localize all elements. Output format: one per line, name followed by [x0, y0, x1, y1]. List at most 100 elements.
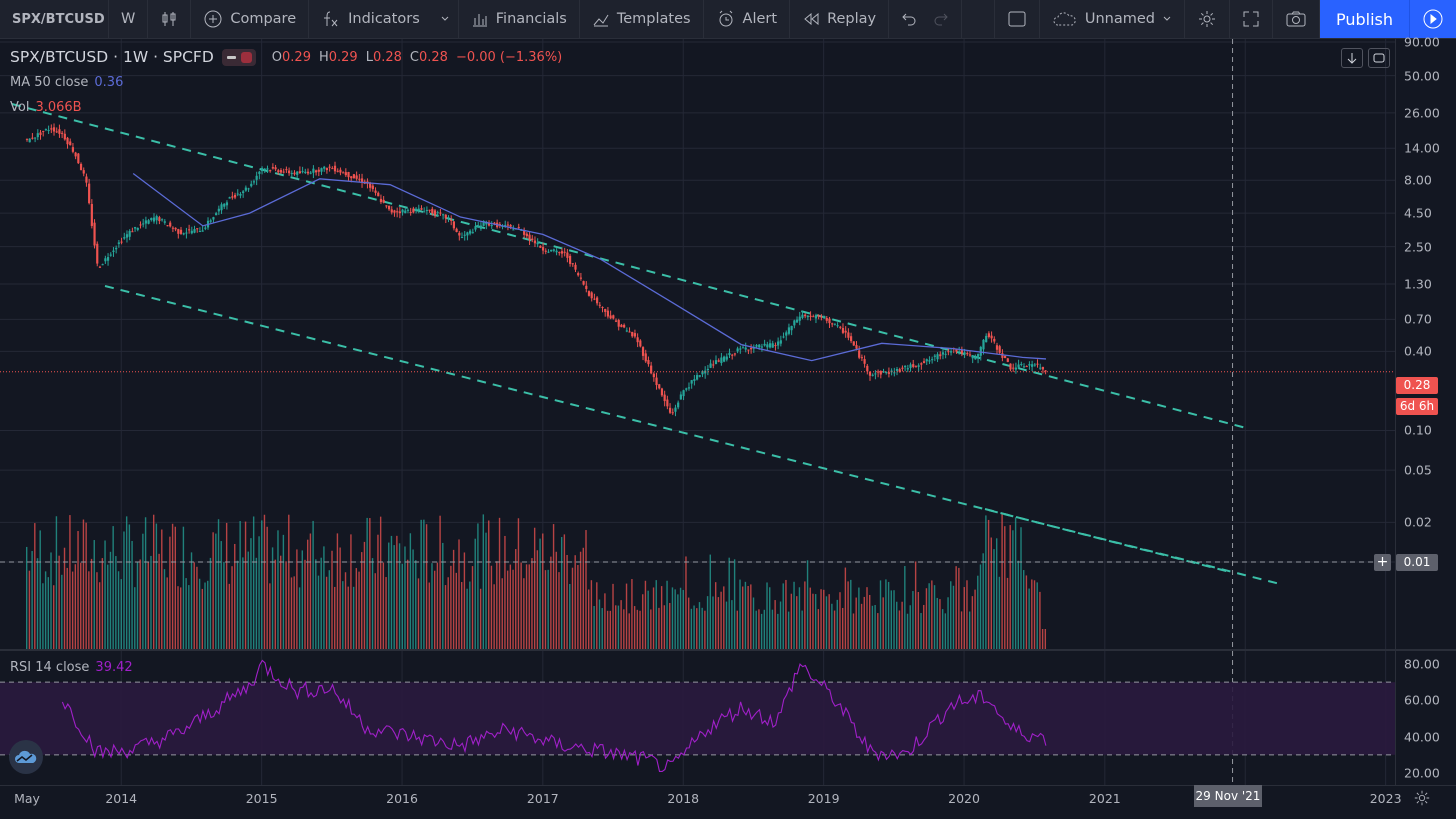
volume-bar: [188, 585, 190, 649]
chart-type-button[interactable]: [148, 0, 192, 38]
tradingview-logo[interactable]: [9, 740, 43, 774]
fullscreen-button[interactable]: [1230, 0, 1273, 38]
volume-legend[interactable]: Vol 3.066B: [10, 100, 82, 115]
volume-bar: [366, 517, 368, 649]
candle: [714, 360, 718, 365]
volume-bar: [606, 610, 609, 649]
candle: [620, 324, 623, 328]
volume-bar: [890, 590, 893, 649]
interval-button[interactable]: W: [109, 0, 149, 38]
indicators-dropdown[interactable]: [432, 0, 459, 38]
volume-bar: [74, 564, 77, 649]
candle: [733, 353, 737, 355]
candle: [725, 356, 728, 360]
time-axis[interactable]: [0, 785, 1456, 819]
candle: [371, 185, 374, 190]
volume-bar: [523, 578, 525, 649]
expand-icon: [1243, 11, 1259, 27]
candle: [644, 353, 647, 362]
candle: [52, 127, 56, 132]
volume-bar: [982, 553, 984, 649]
legend-visibility-toggle[interactable]: [221, 48, 256, 66]
undo-icon[interactable]: [901, 11, 917, 27]
redo-icon[interactable]: [933, 11, 949, 27]
candle: [1009, 363, 1012, 370]
volume-bar: [879, 580, 882, 649]
candle: [128, 230, 131, 237]
legend-symbol[interactable]: SPX/BTCUSD: [10, 48, 109, 66]
layout-name-button[interactable]: Unnamed: [1040, 0, 1185, 38]
add-alert-plus-button[interactable]: +: [1374, 554, 1391, 571]
volume-bar: [466, 588, 468, 649]
candle: [517, 227, 520, 229]
volume-bar: [839, 592, 841, 649]
candle: [982, 339, 985, 350]
volume-bar: [296, 549, 298, 649]
volume-bar: [963, 587, 965, 649]
volume-bar: [777, 613, 779, 649]
volume-bar: [431, 563, 433, 649]
ma-legend[interactable]: MA 50 close 0.36: [10, 75, 123, 90]
indicators-button[interactable]: Indicators: [309, 0, 432, 38]
candle: [939, 354, 942, 357]
snapshot-button[interactable]: [1273, 0, 1320, 38]
candle: [436, 212, 439, 214]
volume-bar: [712, 596, 714, 649]
scroll-down-button[interactable]: [1341, 48, 1363, 68]
maximize-pane-button[interactable]: [1368, 48, 1390, 68]
publish-button[interactable]: Publish: [1319, 0, 1410, 38]
alert-button[interactable]: Alert: [704, 0, 791, 38]
candle: [976, 354, 980, 359]
volume-bar: [598, 599, 601, 649]
volume-bar: [352, 586, 355, 649]
candle: [804, 314, 807, 317]
volume-bar: [166, 577, 168, 649]
templates-button[interactable]: Templates: [580, 0, 704, 38]
volume-bar: [585, 530, 587, 649]
rsi-legend[interactable]: RSI 14 close 39.42: [10, 660, 133, 675]
time-axis-label: 2023: [1369, 791, 1402, 806]
fullscreen-layout-button[interactable]: [993, 0, 1040, 38]
candle: [677, 402, 680, 408]
pane-separator[interactable]: [0, 649, 1456, 651]
time-axis-label: 2014: [105, 791, 138, 806]
candle: [441, 214, 445, 216]
settings-button[interactable]: [1185, 0, 1230, 38]
candle: [34, 137, 37, 139]
volume-bar: [714, 582, 717, 649]
replay-button[interactable]: Replay: [790, 0, 890, 38]
play-button[interactable]: [1410, 0, 1456, 38]
volume-bar: [152, 514, 155, 649]
volume-bar: [793, 581, 795, 649]
volume-bar: [552, 524, 555, 649]
price-chart[interactable]: [0, 39, 1395, 649]
candle: [668, 407, 672, 413]
candle: [404, 210, 407, 214]
candle: [215, 213, 218, 216]
volume-bar: [642, 594, 644, 649]
volume-bar: [804, 581, 806, 649]
volume-bar: [720, 591, 722, 649]
financials-button[interactable]: Financials: [459, 0, 580, 38]
volume-bar: [633, 606, 636, 649]
volume-bar: [920, 613, 922, 649]
candle: [609, 315, 612, 319]
candle: [160, 219, 164, 221]
price-axis[interactable]: [1395, 39, 1456, 785]
volume-bar: [320, 557, 322, 649]
candle: [547, 251, 550, 253]
compare-button[interactable]: Compare: [191, 0, 310, 38]
volume-bar: [663, 605, 666, 649]
candle: [860, 357, 863, 359]
price-axis-label: 0.05: [1404, 462, 1432, 478]
candle: [650, 365, 653, 374]
close-label: C: [409, 49, 419, 65]
volume-bar: [44, 571, 47, 649]
rsi-chart[interactable]: [0, 651, 1395, 785]
candle: [523, 230, 526, 235]
axis-settings-button[interactable]: [1413, 789, 1431, 811]
volume-bar: [863, 596, 865, 649]
volume-bar: [277, 530, 279, 649]
candle: [409, 211, 412, 213]
symbol-search[interactable]: SPX/BTCUSD: [0, 0, 109, 38]
